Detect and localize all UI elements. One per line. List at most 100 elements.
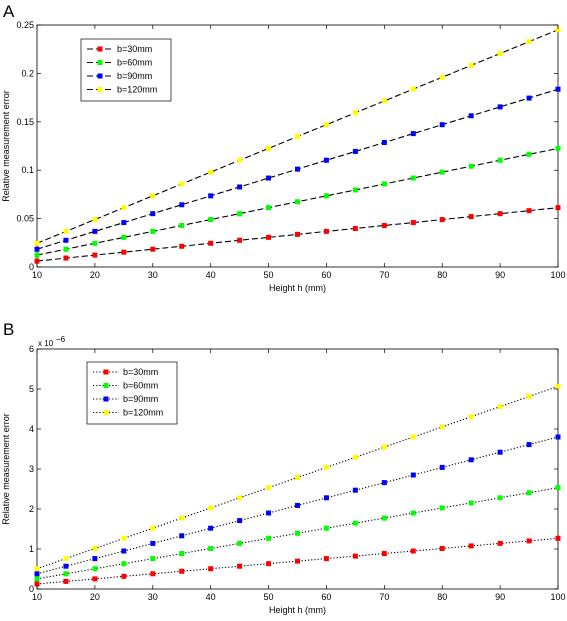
legend-label-b=120mm: b=120mm xyxy=(123,408,163,418)
data-point-b=60mm xyxy=(34,576,40,582)
data-point-b=90mm xyxy=(439,122,445,128)
data-point-b=60mm xyxy=(295,199,300,205)
data-point-b=60mm xyxy=(295,530,300,536)
data-point-b=90mm xyxy=(468,113,474,119)
data-point-b=120mm xyxy=(237,157,243,163)
legend-marker-b=30mm xyxy=(103,369,109,375)
data-point-b=90mm xyxy=(555,86,561,92)
legend-label-b=60mm: b=60mm xyxy=(117,58,152,68)
data-point-b=60mm xyxy=(237,540,243,546)
data-point-b=30mm xyxy=(208,566,214,572)
data-point-b=90mm xyxy=(63,237,69,243)
y-tick-label: 2 xyxy=(29,504,34,514)
panel-letter: B xyxy=(3,320,14,339)
data-point-b=120mm xyxy=(497,404,503,410)
data-point-b=120mm xyxy=(381,444,387,450)
data-point-b=60mm xyxy=(497,157,503,163)
data-point-b=60mm xyxy=(266,205,272,211)
legend-label-b=30mm: b=30mm xyxy=(123,367,158,377)
data-point-b=90mm xyxy=(150,211,156,217)
y-tick-label: 1 xyxy=(29,544,34,554)
data-point-b=120mm xyxy=(179,181,185,187)
data-point-b=60mm xyxy=(63,571,69,577)
data-point-b=60mm xyxy=(352,187,358,193)
y-tick-label: 0.2 xyxy=(21,68,34,78)
y-axis-label: Relative measurement error xyxy=(1,90,11,202)
data-point-b=60mm xyxy=(468,500,474,506)
data-point-b=120mm xyxy=(295,475,300,481)
data-point-b=60mm xyxy=(352,520,358,526)
data-point-b=30mm xyxy=(237,237,243,243)
y-tick-label: 0 xyxy=(29,262,34,272)
data-point-b=60mm xyxy=(237,211,243,217)
y-tick-label: 0 xyxy=(29,584,34,594)
data-point-b=60mm xyxy=(410,175,416,181)
data-point-b=120mm xyxy=(468,414,474,420)
data-point-b=120mm xyxy=(352,110,358,116)
data-point-b=30mm xyxy=(208,240,214,246)
data-point-b=120mm xyxy=(352,454,358,460)
data-point-b=120mm xyxy=(439,74,445,80)
x-tick-label: 70 xyxy=(379,592,389,602)
data-point-b=90mm xyxy=(266,510,272,516)
data-point-b=30mm xyxy=(266,234,272,240)
data-point-b=60mm xyxy=(179,222,185,228)
y-tick-label: 0.05 xyxy=(16,214,34,224)
data-point-b=90mm xyxy=(497,449,503,455)
data-point-b=120mm xyxy=(439,424,445,430)
x-tick-label: 80 xyxy=(437,592,447,602)
data-point-b=90mm xyxy=(295,502,300,508)
data-point-b=90mm xyxy=(92,228,98,234)
data-point-b=30mm xyxy=(410,220,416,226)
x-tick-label: 30 xyxy=(148,592,158,602)
data-point-b=90mm xyxy=(381,480,387,486)
data-point-b=30mm xyxy=(179,243,185,249)
x-tick-label: 100 xyxy=(550,270,565,280)
data-point-b=90mm xyxy=(497,104,503,110)
data-point-b=30mm xyxy=(439,545,445,551)
data-point-b=60mm xyxy=(266,535,272,541)
data-point-b=90mm xyxy=(526,442,532,448)
legend-marker-b=120mm xyxy=(103,410,109,415)
data-point-b=120mm xyxy=(92,217,98,223)
y-tick-label: 0.1 xyxy=(21,165,34,175)
data-point-b=30mm xyxy=(237,563,243,569)
data-point-b=90mm xyxy=(92,556,98,562)
data-point-b=30mm xyxy=(295,558,300,564)
y-tick-label: 4 xyxy=(29,424,34,434)
x-tick-label: 80 xyxy=(437,270,447,280)
data-point-b=60mm xyxy=(34,252,40,258)
data-point-b=30mm xyxy=(352,553,358,559)
y-tick-label: 6 xyxy=(29,344,34,354)
data-point-b=30mm xyxy=(468,543,474,549)
data-point-b=60mm xyxy=(121,234,127,240)
legend-label-b=90mm: b=90mm xyxy=(117,71,152,81)
y-tick-label: 3 xyxy=(29,464,34,474)
data-point-b=90mm xyxy=(121,548,127,554)
x-tick-label: 30 xyxy=(148,270,158,280)
data-point-b=120mm xyxy=(410,434,416,440)
data-point-b=120mm xyxy=(34,566,40,572)
data-point-b=60mm xyxy=(555,485,561,491)
data-point-b=90mm xyxy=(208,525,214,531)
data-point-b=120mm xyxy=(150,193,156,199)
x-tick-label: 40 xyxy=(206,592,216,602)
x-tick-label: 10 xyxy=(32,592,42,602)
data-point-b=120mm xyxy=(295,134,300,140)
data-point-b=30mm xyxy=(34,258,40,264)
data-point-b=120mm xyxy=(266,145,272,151)
x-tick-label: 20 xyxy=(90,270,100,280)
data-point-b=90mm xyxy=(34,246,40,252)
legend-marker-b=90mm xyxy=(103,396,109,402)
data-point-b=90mm xyxy=(526,95,532,101)
data-point-b=30mm xyxy=(323,556,329,562)
data-point-b=30mm xyxy=(439,217,445,223)
data-point-b=30mm xyxy=(63,578,69,584)
data-point-b=120mm xyxy=(92,545,98,551)
data-point-b=30mm xyxy=(381,551,387,557)
x-tick-label: 40 xyxy=(206,270,216,280)
y-tick-label: 0.25 xyxy=(16,20,34,30)
panel-a: A 10 20 30 40 50 60 70 80 90 100 0 0.05 0.1 0.15 0.2 0.2… xyxy=(1,2,566,293)
x-tick-label: 60 xyxy=(321,592,331,602)
data-point-b=90mm xyxy=(150,540,156,546)
